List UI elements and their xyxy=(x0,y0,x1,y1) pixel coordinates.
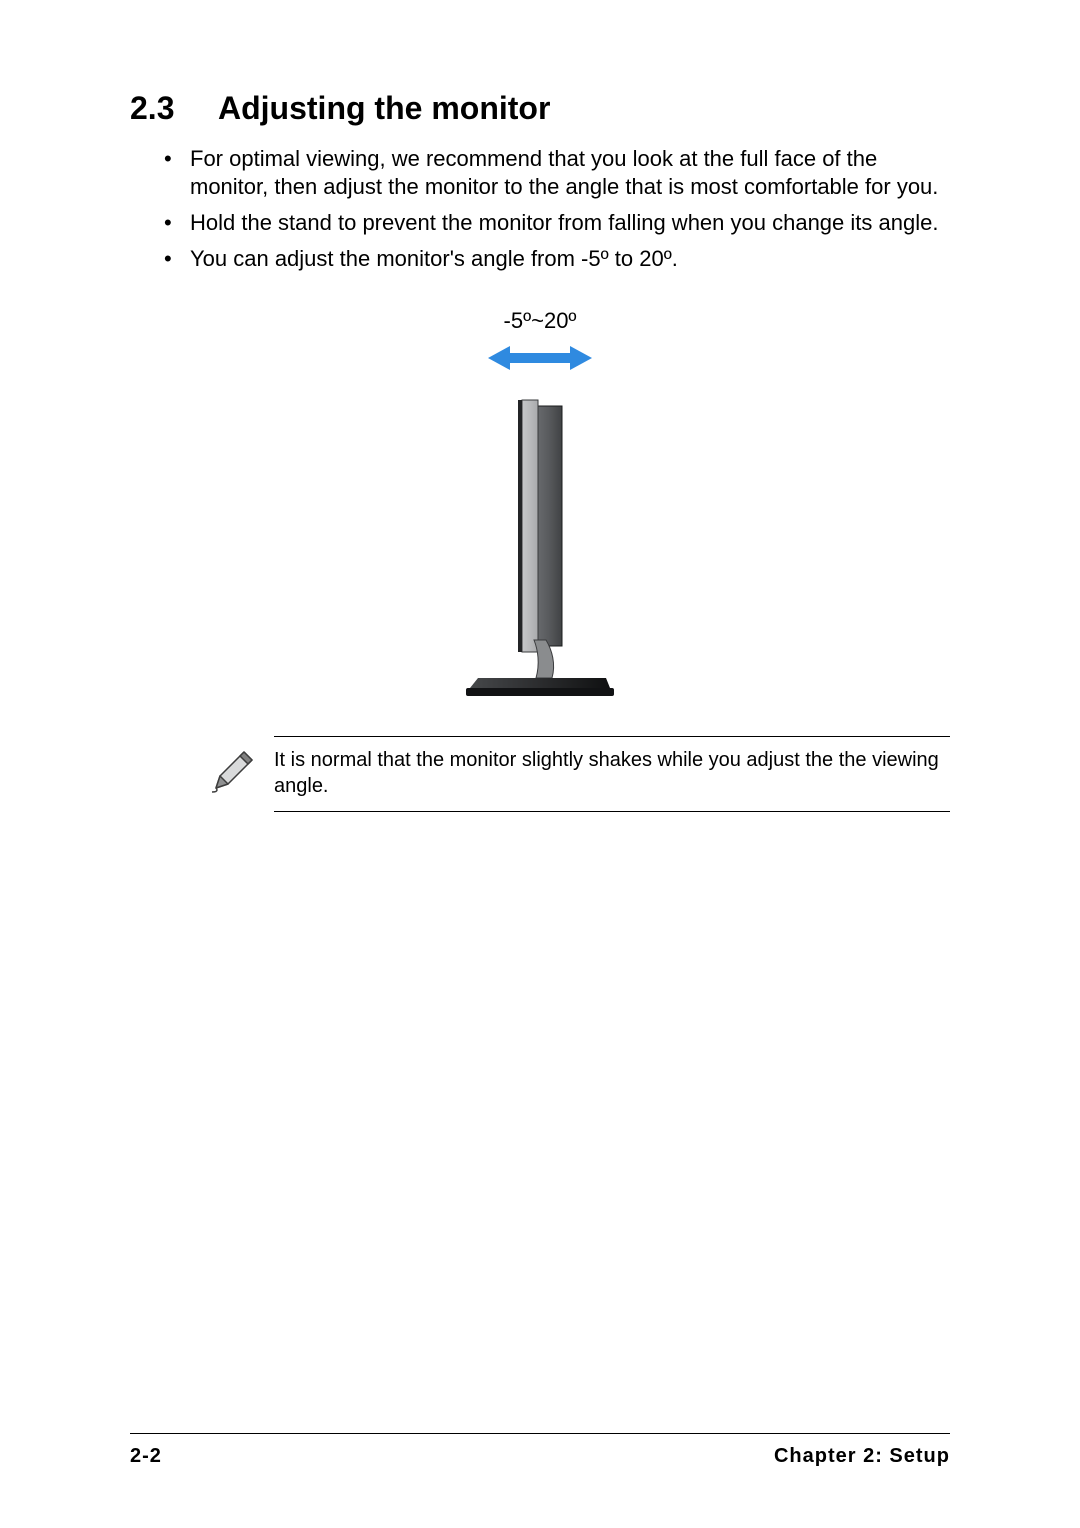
tilt-angle-label: -5º~20º xyxy=(504,308,577,334)
note-bottom-rule xyxy=(274,811,950,812)
note-callout: It is normal that the monitor slightly s… xyxy=(210,736,950,812)
bullet-list: For optimal viewing, we recommend that y… xyxy=(130,145,950,274)
footer-rule xyxy=(130,1433,950,1434)
monitor-side-diagram xyxy=(430,340,650,710)
footer-page-number: 2-2 xyxy=(130,1445,162,1468)
section-number: 2.3 xyxy=(130,90,218,127)
tilt-arrow-icon xyxy=(488,346,592,370)
bullet-item: For optimal viewing, we recommend that y… xyxy=(164,145,950,201)
note-text: It is normal that the monitor slightly s… xyxy=(274,737,950,811)
monitor-tilt-figure: -5º~20º xyxy=(130,308,950,710)
pencil-note-icon xyxy=(210,736,260,799)
bullet-item: You can adjust the monitor's angle from … xyxy=(164,245,950,273)
bullet-item: Hold the stand to prevent the monitor fr… xyxy=(164,209,950,237)
footer-chapter-label: Chapter 2: Setup xyxy=(774,1445,950,1468)
section-heading: 2.3 Adjusting the monitor xyxy=(130,90,950,127)
document-page: 2.3 Adjusting the monitor For optimal vi… xyxy=(0,0,1080,1528)
monitor-side-icon xyxy=(466,400,614,696)
section-title: Adjusting the monitor xyxy=(218,90,550,127)
